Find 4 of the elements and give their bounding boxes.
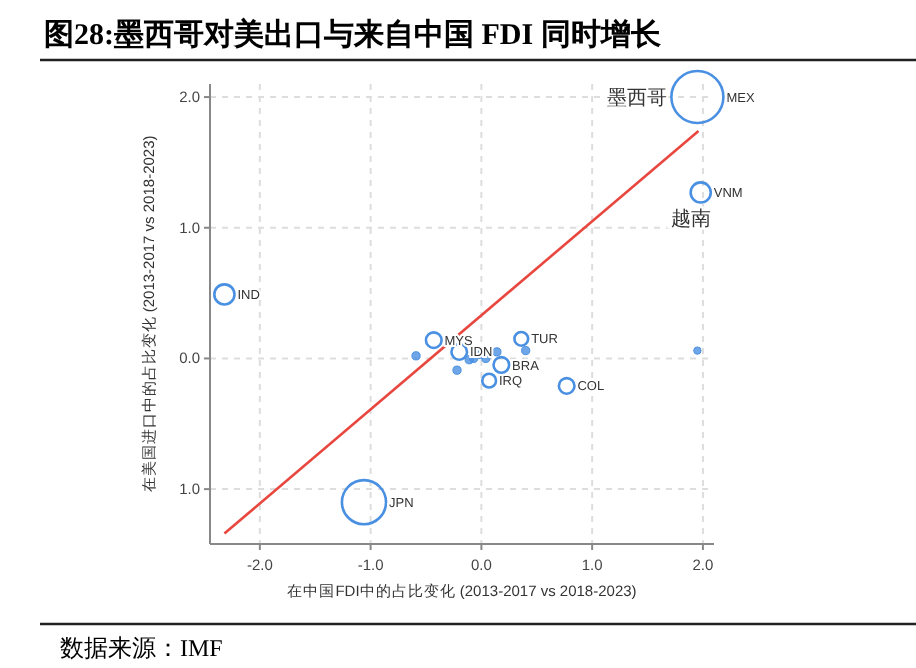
source-note: 数据来源：IMF [60,634,224,662]
chart-title: 图28:墨西哥对美出口与来自中国 FDI 同时增长 [44,16,663,52]
annotation: 墨西哥 [607,88,668,111]
annotation: 越南 [670,206,711,231]
